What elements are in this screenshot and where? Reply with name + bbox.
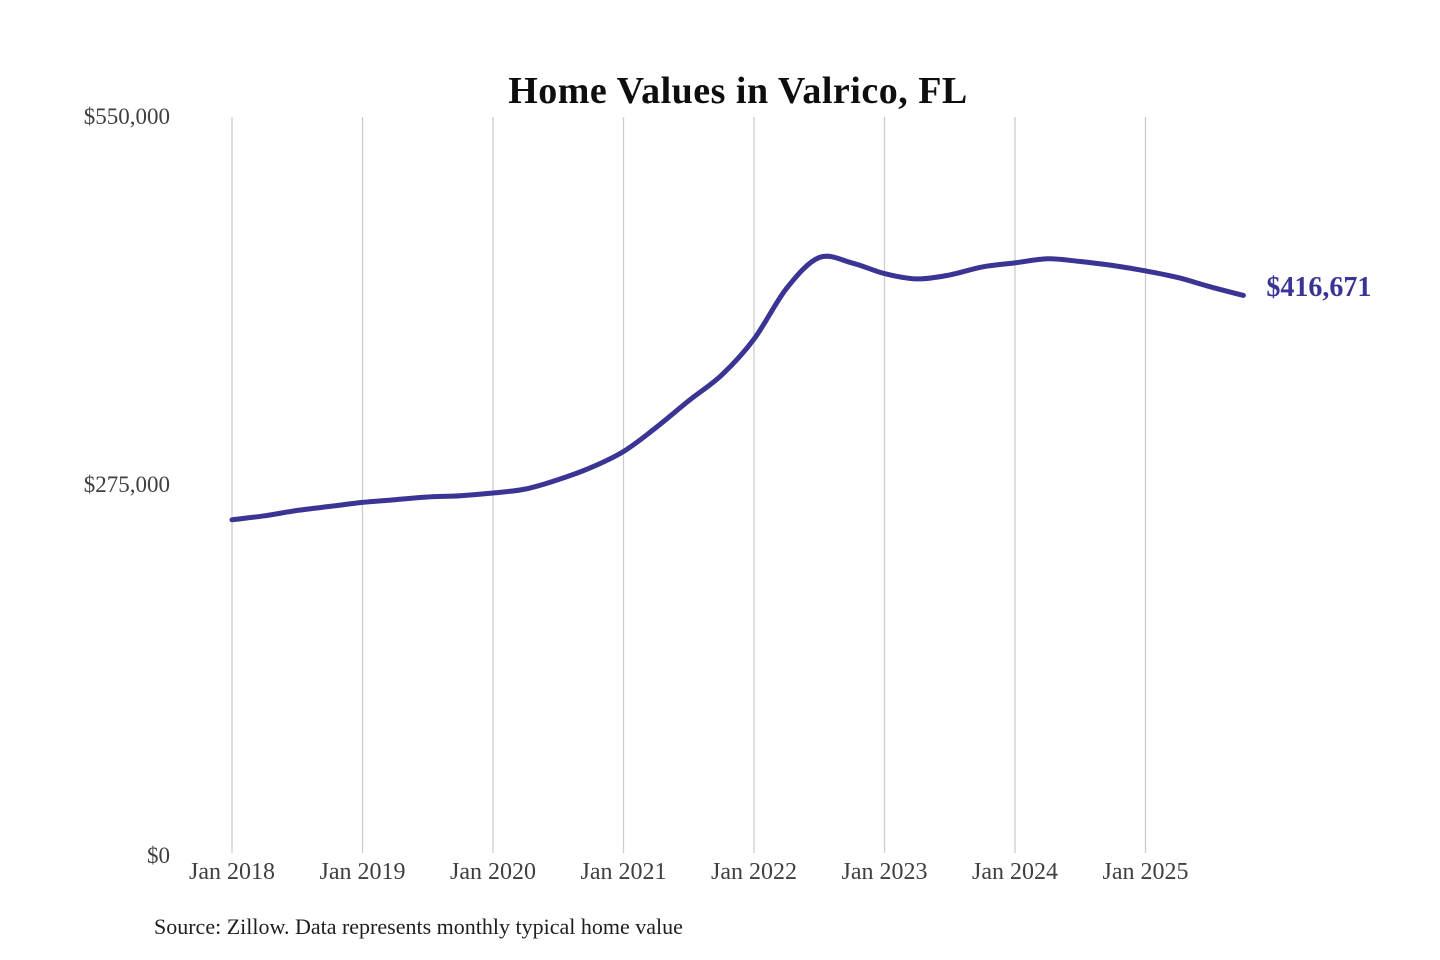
x-tick-label: Jan 2022 <box>711 859 797 885</box>
x-tick-label: Jan 2020 <box>450 859 536 885</box>
y-tick-label: $550,000 <box>83 104 170 129</box>
x-tick-label: Jan 2021 <box>580 859 667 885</box>
home-value-line <box>229 253 1246 523</box>
x-tick-label: Jan 2023 <box>841 859 928 885</box>
latest-value-label: $416,671 <box>1266 272 1372 304</box>
y-tick-label: $0 <box>147 843 170 868</box>
x-tick-label: Jan 2024 <box>972 859 1058 885</box>
y-tick-label: $275,000 <box>83 472 170 497</box>
chart-title: Home Values in Valrico, FL <box>508 70 968 113</box>
source-attribution: Source: Zillow. Data represents monthly … <box>154 914 683 939</box>
x-tick-label: Jan 2025 <box>1102 859 1189 885</box>
x-tick-label: Jan 2019 <box>319 859 406 885</box>
x-tick-label: Jan 2018 <box>189 859 275 885</box>
